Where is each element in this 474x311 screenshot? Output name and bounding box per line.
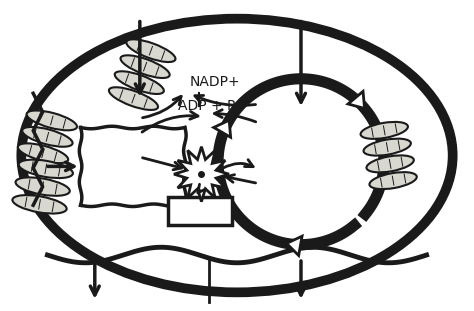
Ellipse shape bbox=[27, 110, 77, 130]
Ellipse shape bbox=[18, 160, 73, 178]
Ellipse shape bbox=[127, 39, 175, 62]
Ellipse shape bbox=[16, 177, 70, 196]
Polygon shape bbox=[287, 236, 302, 256]
Polygon shape bbox=[348, 91, 365, 109]
Ellipse shape bbox=[12, 195, 67, 214]
Ellipse shape bbox=[120, 55, 170, 78]
FancyBboxPatch shape bbox=[168, 197, 232, 225]
Ellipse shape bbox=[369, 172, 417, 189]
Ellipse shape bbox=[361, 122, 408, 139]
Ellipse shape bbox=[366, 156, 414, 172]
Ellipse shape bbox=[109, 87, 158, 110]
Ellipse shape bbox=[364, 139, 411, 156]
Text: ADP + P: ADP + P bbox=[178, 100, 235, 114]
Ellipse shape bbox=[18, 143, 68, 163]
Polygon shape bbox=[174, 147, 229, 202]
Polygon shape bbox=[214, 120, 231, 137]
Ellipse shape bbox=[22, 127, 73, 147]
Text: NADP+: NADP+ bbox=[190, 75, 240, 89]
Ellipse shape bbox=[115, 71, 164, 94]
